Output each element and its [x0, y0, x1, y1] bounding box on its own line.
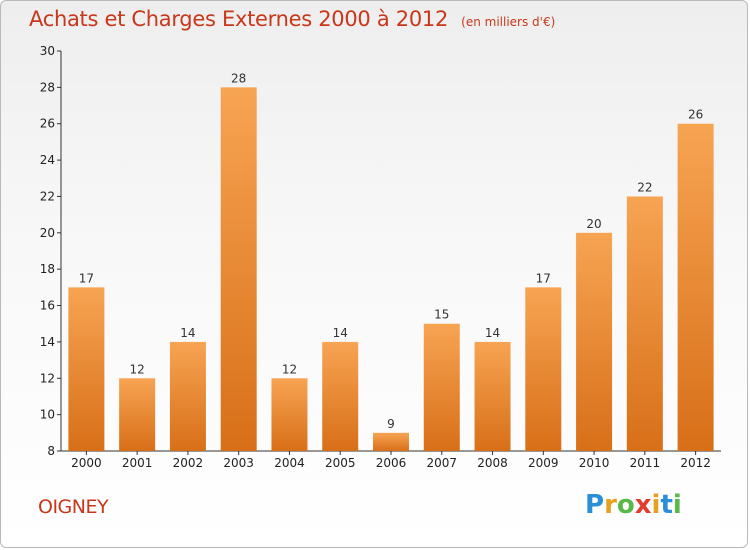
bar — [474, 341, 511, 451]
bar-value-label: 9 — [387, 417, 395, 431]
commune-name: OIGNEY — [38, 496, 109, 518]
chart-title-row: Achats et Charges Externes 2000 à 2012 (… — [29, 7, 555, 31]
logo-letter: t — [660, 490, 673, 520]
y-tick-label: 8 — [47, 444, 55, 458]
bar-value-label: 14 — [485, 326, 500, 340]
bar-value-label: 12 — [282, 362, 297, 376]
proxiti-logo: Proxiti — [585, 490, 682, 520]
bar-value-label: 14 — [333, 326, 348, 340]
bar-value-label: 17 — [79, 271, 94, 285]
logo-letter: r — [604, 490, 617, 520]
bar-value-label: 15 — [434, 308, 449, 322]
bar-value-label: 26 — [688, 108, 703, 122]
x-tick-label: 2006 — [376, 456, 407, 470]
x-tick-label: 2011 — [630, 456, 661, 470]
y-tick-label: 18 — [40, 262, 55, 276]
x-tick-label: 2003 — [223, 456, 254, 470]
x-tick-label: 2004 — [274, 456, 305, 470]
bar — [423, 323, 460, 451]
bar — [626, 196, 663, 451]
x-tick-label: 2001 — [122, 456, 153, 470]
y-tick-label: 14 — [40, 335, 55, 349]
x-tick-label: 2000 — [71, 456, 102, 470]
x-tick-label: 2010 — [579, 456, 610, 470]
y-tick-label: 20 — [40, 226, 55, 240]
y-tick-label: 30 — [40, 44, 55, 58]
y-tick-label: 10 — [40, 408, 55, 422]
y-tick-label: 24 — [40, 153, 55, 167]
bar-value-label: 28 — [231, 71, 246, 85]
bar — [169, 341, 206, 451]
logo-letter: P — [585, 490, 605, 520]
bar — [271, 378, 308, 451]
bar-value-label: 17 — [536, 271, 551, 285]
logo-letter: x — [634, 490, 652, 520]
bar — [576, 232, 613, 451]
chart-title: Achats et Charges Externes 2000 à 2012 — [29, 7, 449, 31]
x-tick-label: 2002 — [173, 456, 204, 470]
x-tick-label: 2008 — [477, 456, 508, 470]
bar — [119, 378, 156, 451]
bar-value-label: 20 — [586, 217, 601, 231]
bar-value-label: 22 — [637, 180, 652, 194]
y-tick-label: 22 — [40, 189, 55, 203]
bar-value-label: 14 — [180, 326, 195, 340]
logo-letter: o — [616, 490, 635, 520]
bar-value-label: 12 — [130, 362, 145, 376]
chart-subtitle: (en milliers d'€) — [461, 15, 556, 29]
logo-letter: i — [651, 490, 661, 520]
x-tick-label: 2005 — [325, 456, 356, 470]
y-tick-label: 28 — [40, 80, 55, 94]
bar — [322, 341, 359, 451]
bar — [525, 287, 562, 451]
bar — [68, 287, 105, 451]
y-tick-label: 26 — [40, 117, 55, 131]
bar — [373, 432, 409, 451]
x-tick-label: 2009 — [528, 456, 559, 470]
bar — [220, 87, 257, 451]
bar — [677, 123, 714, 452]
logo-letter: i — [672, 490, 682, 520]
y-tick-label: 12 — [40, 371, 55, 385]
x-tick-label: 2012 — [680, 456, 711, 470]
x-tick-label: 2007 — [426, 456, 457, 470]
y-tick-label: 16 — [40, 299, 55, 313]
